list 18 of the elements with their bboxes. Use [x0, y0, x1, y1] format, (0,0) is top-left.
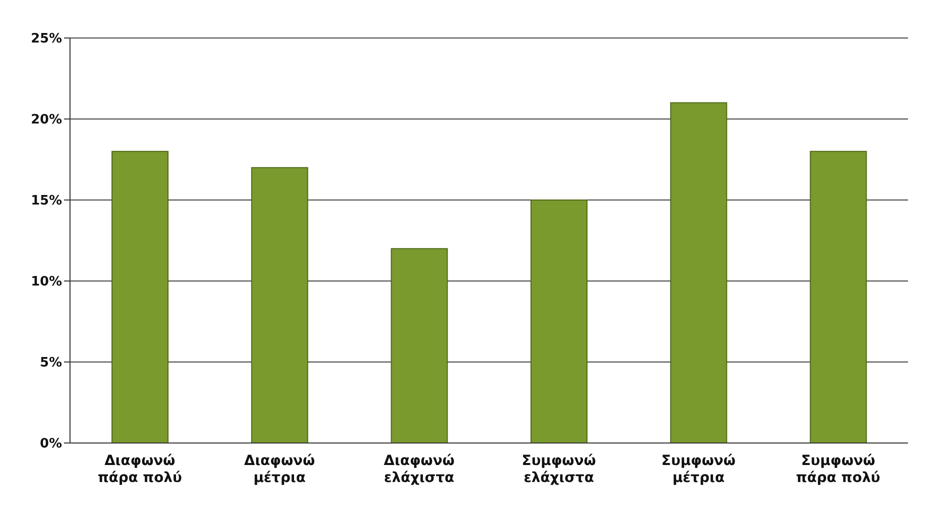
bar [251, 167, 308, 443]
y-tick-label: 5% [40, 356, 62, 371]
y-tick-label: 20% [30, 112, 62, 128]
y-tick-label: 10% [30, 274, 62, 290]
x-tick-label: Διαφωνώ ελάχιστα [384, 453, 455, 486]
bar [390, 248, 448, 443]
y-tick-label: 0% [40, 436, 62, 452]
y-tick-label: 25% [30, 32, 62, 47]
x-tick-label: Συμφωνώ ελάχιστα [522, 453, 596, 486]
bar [112, 150, 168, 443]
x-tick-label: Διαφωνώ μέτρια [244, 453, 315, 486]
x-tick-label: Διαφωνώ πάρα πολύ [98, 453, 182, 486]
y-tick-label: 15% [30, 194, 62, 209]
bar [670, 102, 728, 443]
x-tick-label: Συμφωνώ μέτρια [661, 453, 736, 486]
bar [530, 200, 588, 443]
x-tick-label: Συμφωνώ πάρα πολύ [796, 453, 880, 486]
bar [810, 150, 867, 443]
